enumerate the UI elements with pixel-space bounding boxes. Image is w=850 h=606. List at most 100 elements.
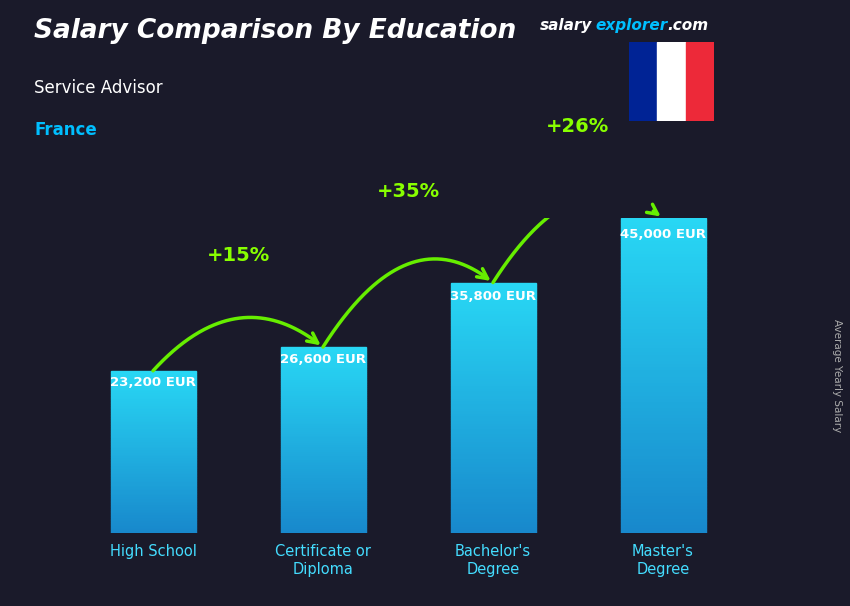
Bar [110, 510, 196, 512]
Bar [620, 322, 706, 325]
Bar [280, 407, 366, 408]
Bar [110, 404, 196, 405]
Bar [450, 373, 536, 375]
Bar [450, 433, 536, 436]
Bar [620, 335, 706, 338]
Bar [280, 349, 366, 351]
Bar [620, 294, 706, 297]
Bar [280, 379, 366, 381]
Bar [620, 350, 706, 354]
Bar [110, 452, 196, 454]
Bar [280, 485, 366, 487]
Bar [620, 508, 706, 511]
Bar [110, 501, 196, 502]
Bar [110, 382, 196, 384]
Bar [280, 396, 366, 398]
Bar [450, 381, 536, 383]
Bar [450, 511, 536, 513]
Bar [110, 407, 196, 408]
Bar [450, 485, 536, 488]
Bar [110, 379, 196, 381]
Bar [450, 513, 536, 516]
Bar [280, 377, 366, 379]
Bar [620, 502, 706, 505]
Bar [450, 310, 536, 313]
Bar [280, 381, 366, 382]
Bar [110, 429, 196, 431]
Bar [110, 439, 196, 441]
Bar [450, 528, 536, 531]
Bar [110, 387, 196, 388]
Bar [110, 531, 196, 533]
Bar [620, 451, 706, 454]
Bar [450, 365, 536, 368]
Bar [110, 373, 196, 374]
Bar [280, 403, 366, 405]
Bar [110, 485, 196, 486]
Bar [620, 492, 706, 496]
Bar [110, 447, 196, 449]
Bar [110, 419, 196, 421]
Bar [280, 524, 366, 526]
Bar [450, 328, 536, 330]
Bar [620, 436, 706, 439]
Bar [450, 315, 536, 318]
Bar [450, 288, 536, 290]
Bar [620, 278, 706, 281]
Bar [110, 418, 196, 419]
Bar [450, 430, 536, 433]
Bar [280, 451, 366, 453]
Bar [450, 458, 536, 461]
Bar [280, 444, 366, 446]
Bar [110, 393, 196, 395]
Bar [450, 390, 536, 393]
Bar [620, 395, 706, 398]
Bar [280, 365, 366, 367]
Bar [110, 385, 196, 387]
Bar [280, 496, 366, 498]
Bar [620, 259, 706, 262]
Bar [629, 42, 657, 121]
Bar [110, 445, 196, 447]
Bar [280, 453, 366, 455]
Bar [110, 464, 196, 465]
Bar [280, 436, 366, 438]
Bar [280, 424, 366, 425]
Bar [110, 411, 196, 413]
Bar [280, 405, 366, 407]
Bar [620, 373, 706, 376]
Bar [620, 325, 706, 328]
Bar [280, 393, 366, 396]
Bar [280, 435, 366, 436]
Bar [280, 479, 366, 481]
Bar [450, 516, 536, 518]
Bar [110, 499, 196, 501]
Bar [110, 442, 196, 444]
Bar [620, 341, 706, 344]
Bar [110, 415, 196, 416]
Bar [280, 498, 366, 500]
Bar [450, 471, 536, 473]
Bar [450, 523, 536, 526]
Bar [620, 413, 706, 417]
Bar [280, 431, 366, 433]
Bar [110, 468, 196, 470]
Bar [110, 459, 196, 460]
Text: .com: .com [667, 18, 708, 33]
Bar [110, 454, 196, 455]
Bar [620, 281, 706, 284]
Bar [280, 492, 366, 494]
Bar [450, 330, 536, 333]
Bar [450, 355, 536, 358]
Bar [280, 412, 366, 414]
Bar [280, 362, 366, 364]
Bar [110, 505, 196, 507]
Bar [280, 483, 366, 485]
Bar [450, 463, 536, 465]
Bar [110, 486, 196, 488]
Bar [450, 298, 536, 300]
Bar [450, 461, 536, 463]
Bar [110, 462, 196, 464]
Bar [280, 511, 366, 513]
Bar [620, 328, 706, 331]
